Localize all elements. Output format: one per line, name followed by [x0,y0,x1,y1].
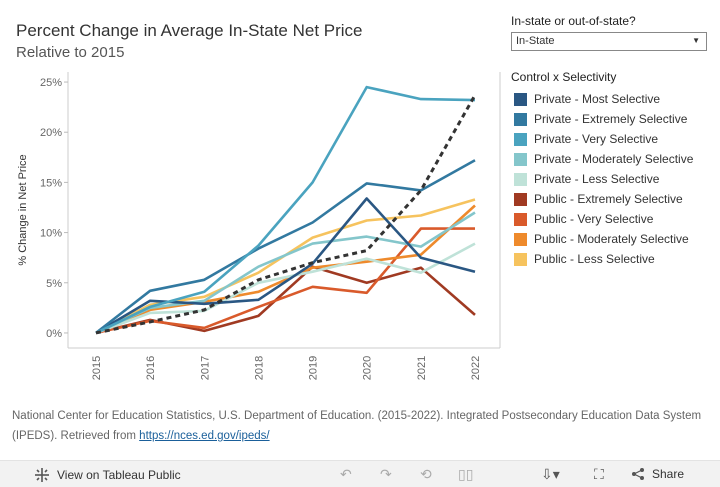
legend-title: Control x Selectivity [511,70,617,84]
legend-swatch [514,152,527,166]
legend-item[interactable]: Private - Less Selective [514,169,693,189]
x-tick-label: 2018 [253,356,265,380]
legend-item[interactable]: Public - Extremely Selective [514,189,693,209]
legend-item[interactable]: Public - Very Selective [514,209,693,229]
legend-swatch [514,212,527,226]
legend-swatch [514,232,527,246]
legend-swatch [514,172,527,186]
legend-label: Private - Most Selective [534,92,661,106]
x-tick-label: 2016 [145,356,157,380]
legend-item[interactable]: Private - Extremely Selective [514,109,693,129]
y-tick-label: 0% [46,328,62,340]
series-line-private-less-selective [95,242,476,335]
view-on-tableau-label: View on Tableau Public [57,468,181,482]
y-tick-label: 20% [40,127,62,139]
legend-swatch [514,92,527,106]
fullscreen-icon[interactable]: ⛶ [594,466,604,482]
y-tick-label: 25% [40,77,62,89]
view-on-tableau-button[interactable]: View on Tableau Public [34,467,181,483]
share-label: Share [652,467,685,481]
dropdown-arrow-icon: ▼ [692,36,700,45]
series-line-public-moderately-selective [95,204,476,335]
legend-label: Private - Moderately Selective [534,152,694,166]
legend: Private - Most Selective Private - Extrem… [514,89,693,269]
legend-label: Public - Very Selective [534,212,654,226]
legend-label: Private - Less Selective [534,172,660,186]
tableau-logo-icon [35,468,49,482]
y-tick-label: 15% [40,177,62,189]
series-line-private-most-selective [95,197,476,335]
series-line-private-extremely-selective [95,159,476,334]
legend-swatch [514,132,527,146]
legend-swatch [514,252,527,266]
chart-title: Percent Change in Average In-State Net P… [16,21,363,40]
x-tick-label: 2015 [91,356,103,380]
legend-label: Private - Extremely Selective [534,112,688,126]
x-tick-label: 2022 [470,356,482,380]
redo-icon[interactable]: ↷ [380,466,392,482]
state-filter-select[interactable]: In-State ▼ [511,32,707,51]
series-line-private-very-selective [95,85,476,335]
share-button[interactable]: Share [631,467,684,481]
series-line-overall-dashed [95,94,477,335]
series-line-public-very-selective [95,227,475,335]
source-text: National Center for Education Statistics… [12,410,702,442]
x-tick-label: 2017 [199,356,211,380]
legend-item[interactable]: Private - Most Selective [514,89,693,109]
share-icon [632,468,644,480]
series-line-private-moderately-selective [95,211,476,335]
legend-label: Public - Moderately Selective [534,232,689,246]
x-tick-label: 2021 [416,356,428,380]
y-tick-label: 10% [40,228,62,240]
tableau-toolbar: View on Tableau Public ↶ ↷ ⟲ ▯▯ ⇩▾ ⛶ Sha… [0,460,720,487]
legend-swatch [514,112,527,126]
legend-label: Public - Less Selective [534,252,655,266]
x-tick-label: 2019 [308,356,320,380]
line-chart: 0% 5% 10% 15% 20% 25% % Change in Net Price 201… [17,72,501,380]
y-axis-label: % Change in Net Price [17,154,29,265]
filter-selected-value: In-State [516,35,555,47]
pause-icon[interactable]: ▯▯ [458,466,474,482]
legend-item[interactable]: Private - Moderately Selective [514,149,693,169]
filter-label: In-state or out-of-state? [511,14,636,28]
source-note: National Center for Education Statistics… [12,406,712,446]
legend-item[interactable]: Public - Less Selective [514,249,693,269]
legend-item[interactable]: Public - Moderately Selective [514,229,693,249]
chart-subtitle: Relative to 2015 [16,44,125,61]
legend-label: Public - Extremely Selective [534,192,683,206]
legend-label: Private - Very Selective [534,132,659,146]
x-tick-label: 2020 [362,356,374,380]
download-icon[interactable]: ⇩▾ [541,466,560,482]
legend-swatch [514,192,527,206]
undo-icon[interactable]: ↶ [340,466,352,482]
legend-item[interactable]: Private - Very Selective [514,129,693,149]
revert-icon[interactable]: ⟲ [420,466,432,482]
y-tick-label: 5% [46,278,62,290]
source-link[interactable]: https://nces.ed.gov/ipeds/ [139,430,270,442]
